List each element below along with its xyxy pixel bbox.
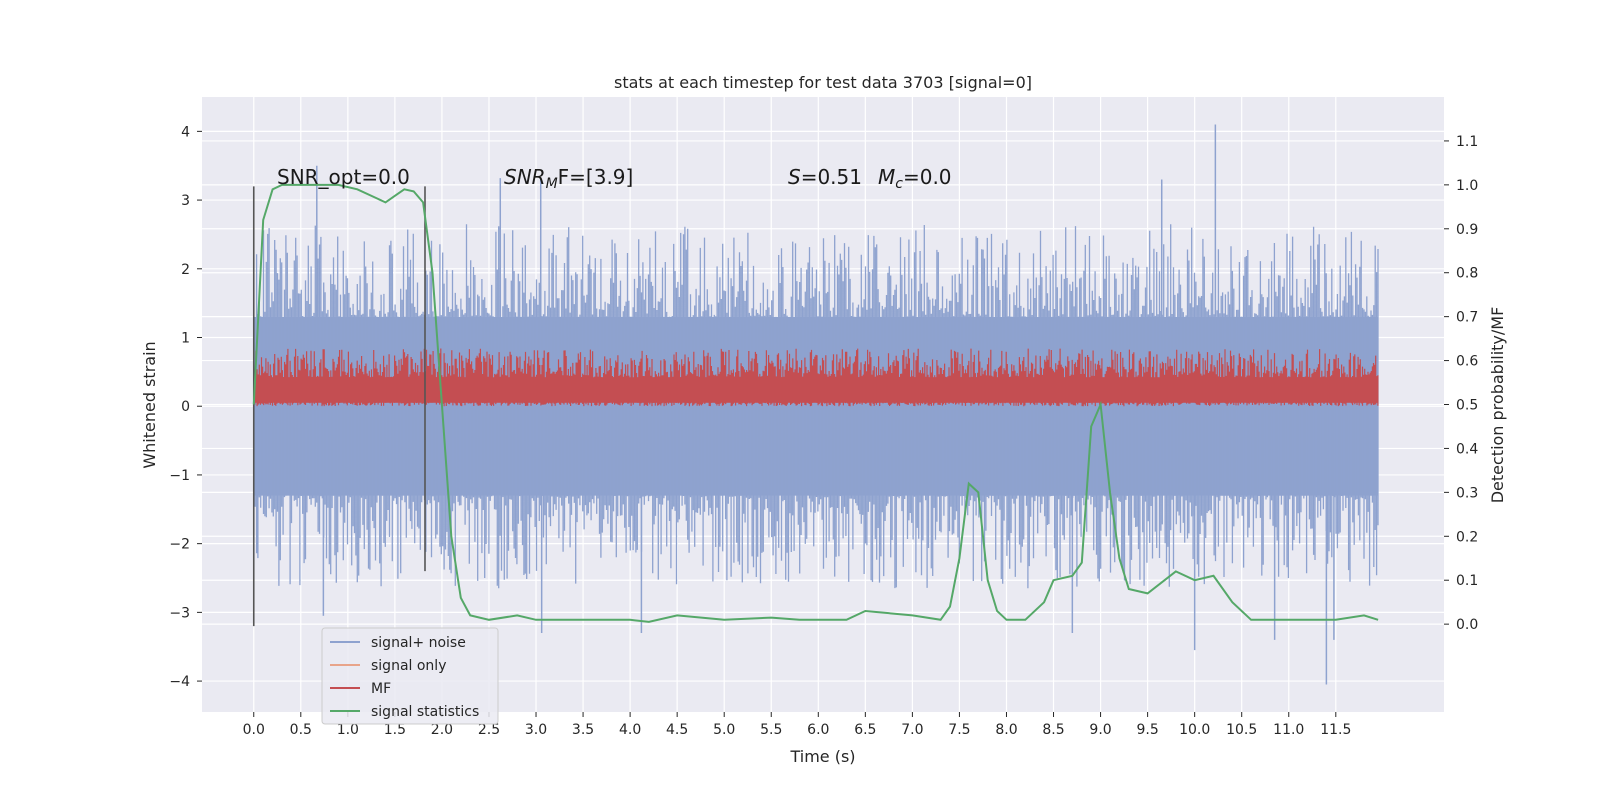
x-tick-label-16: 8.0: [995, 722, 1017, 738]
y-right-tick-label-4: 0.7: [1456, 310, 1478, 326]
legend-label-mf: MF: [371, 681, 391, 697]
x-tick-label-22: 11.0: [1273, 722, 1304, 738]
x-tick-label-2: 1.0: [337, 722, 359, 738]
x-tick-label-1: 0.5: [290, 722, 312, 738]
x-tick-label-0: 0.0: [243, 722, 265, 738]
y-axis-right: 1.1 1.0 0.9 0.8 0.7 0.6 0.5 0.4 0.3 0.2 0.1 0.0: [1444, 134, 1478, 633]
x-tick-label-17: 8.5: [1042, 722, 1064, 738]
legend-label-signal-statistics: signal statistics: [371, 704, 479, 720]
series-signal-statistics-line: [252, 183, 1379, 623]
x-tick-label-20: 10.0: [1179, 722, 1210, 738]
chart-title: stats at each timestep for test data 370…: [614, 73, 1032, 92]
y-right-tick-label-1: 1.0: [1456, 178, 1478, 194]
x-tick-label-15: 7.5: [948, 722, 970, 738]
x-tick-label-6: 3.0: [525, 722, 547, 738]
x-tick-label-23: 11.5: [1320, 722, 1351, 738]
legend-label-signal-only: signal only: [371, 658, 446, 674]
annotation-stat: S=0.51 Mc=0.0: [788, 165, 952, 192]
x-tick-label-10: 5.0: [713, 722, 735, 738]
x-tick-label-7: 3.5: [572, 722, 594, 738]
x-axis: 0.0 0.5 1.0 1.5 2.0 2.5 3.0 3.5 4.0 4.5 5.0 5.5 6.0 6…: [243, 712, 1351, 738]
x-tick-label-4: 2.0: [431, 722, 453, 738]
y-tick-label-8: −4: [169, 674, 190, 690]
legend-box: [321, 627, 499, 725]
annotation-snr-opt: SNR_opt=0.0: [277, 165, 410, 189]
y-tick-label-4: 0: [181, 399, 190, 415]
y-tick-label-7: −3: [169, 605, 190, 621]
x-tick-label-18: 9.0: [1089, 722, 1111, 738]
y-axis-title: Whitened strain: [140, 341, 159, 468]
y-right-tick-label-8: 0.3: [1456, 485, 1478, 501]
y-right-tick-label-9: 0.2: [1456, 529, 1478, 545]
x-tick-label-14: 7.0: [901, 722, 923, 738]
legend-label-signal-noise: signal+ noise: [371, 635, 466, 651]
vertical-markers: [252, 186, 426, 627]
x-tick-label-19: 9.5: [1136, 722, 1158, 738]
legend: signal+ noise signal only MF signal stat…: [321, 627, 499, 725]
x-tick-label-13: 6.5: [854, 722, 876, 738]
x-axis-title: Time (s): [789, 747, 855, 766]
x-tick-label-12: 6.0: [807, 722, 829, 738]
x-tick-label-11: 5.5: [760, 722, 782, 738]
y-axis-right-title: Detection probability/MF: [1488, 307, 1507, 504]
y-tick-label-2: 2: [181, 262, 190, 278]
y-right-tick-label-5: 0.6: [1456, 354, 1478, 370]
y-right-tick-label-6: 0.5: [1456, 398, 1478, 414]
y-tick-label-0: 4: [181, 124, 190, 140]
y-axis-left: 4 3 2 1 0 −1 −2 −3 −4: [169, 124, 202, 690]
y-right-tick-label-3: 0.8: [1456, 266, 1478, 282]
y-right-tick-label-7: 0.4: [1456, 441, 1478, 457]
y-right-tick-label-10: 0.1: [1456, 573, 1478, 589]
y-tick-label-5: −1: [169, 468, 190, 484]
x-tick-label-3: 1.5: [384, 722, 406, 738]
y-tick-label-6: −2: [169, 537, 190, 553]
x-tick-label-5: 2.5: [478, 722, 500, 738]
annotation-snr-mf: SNRMF=[3.9]: [504, 165, 633, 192]
y-tick-label-1: 3: [181, 193, 190, 209]
annotations: SNR_opt=0.0 SNRMF=[3.9] S=0.51 Mc=0.0: [277, 165, 952, 192]
y-right-tick-label-0: 1.1: [1456, 134, 1478, 150]
y-right-tick-label-11: 0.0: [1456, 617, 1478, 633]
x-tick-label-9: 4.5: [666, 722, 688, 738]
x-tick-label-8: 4.0: [619, 722, 641, 738]
y-tick-label-3: 1: [181, 331, 190, 347]
x-tick-label-21: 10.5: [1226, 722, 1257, 738]
y-right-tick-label-2: 0.9: [1456, 222, 1478, 238]
